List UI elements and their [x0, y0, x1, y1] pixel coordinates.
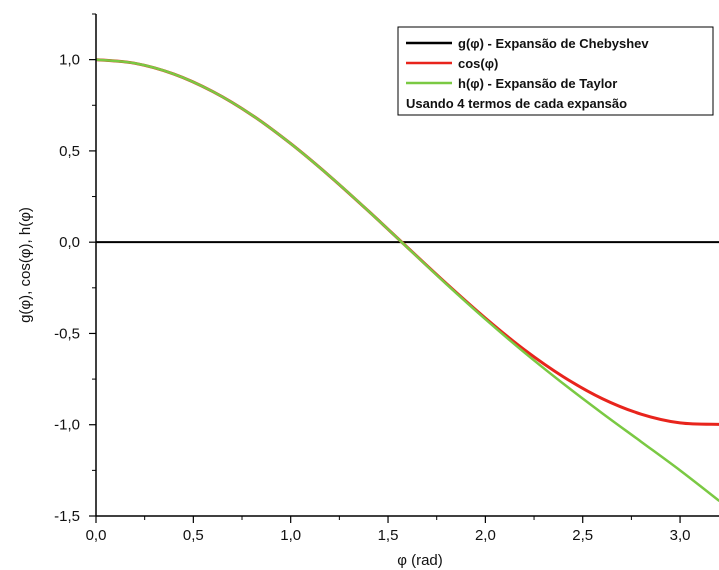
series-line-taylor	[96, 58, 719, 502]
x-axis-label: φ (rad)	[397, 552, 443, 569]
x-tick-label: 2,0	[475, 527, 496, 544]
legend-label-chebyshev: g(φ) - Expansão de Chebyshev	[458, 36, 649, 51]
y-tick-label: 1,0	[59, 52, 80, 69]
x-tick-label: 2,5	[572, 527, 593, 544]
x-tick-label: 1,5	[378, 527, 399, 544]
series-layer	[96, 58, 719, 502]
x-tick-label: 1,0	[280, 527, 301, 544]
x-tick-label: 0,0	[86, 527, 107, 544]
y-tick-label: -1,0	[54, 417, 80, 434]
tick-layer: 0,0 0,5 1,0 1,5 2,0 2,5 3,0 -1,5 -1,0 -0,5 0,0 0,5 1…	[54, 13, 691, 544]
legend-note: Usando 4 termos de cada expansão	[406, 96, 627, 111]
legend-box	[397, 26, 714, 116]
y-tick-label: 0,5	[59, 143, 80, 160]
legend-label-cos: cos(φ)	[458, 56, 498, 71]
legend: g(φ) - Expansão de Chebyshev cos(φ) h(φ)…	[397, 26, 714, 116]
y-axis-label: g(φ), cos(φ), h(φ)	[17, 207, 34, 323]
x-tick-label: 0,5	[183, 527, 204, 544]
y-tick-label: -1,5	[54, 508, 80, 525]
y-tick-label: 0,0	[59, 234, 80, 251]
plot-frame	[95, 14, 719, 517]
legend-label-taylor: h(φ) - Expansão de Taylor	[458, 76, 617, 91]
x-tick-label: 3,0	[670, 527, 691, 544]
y-tick-label: -0,5	[54, 325, 80, 342]
